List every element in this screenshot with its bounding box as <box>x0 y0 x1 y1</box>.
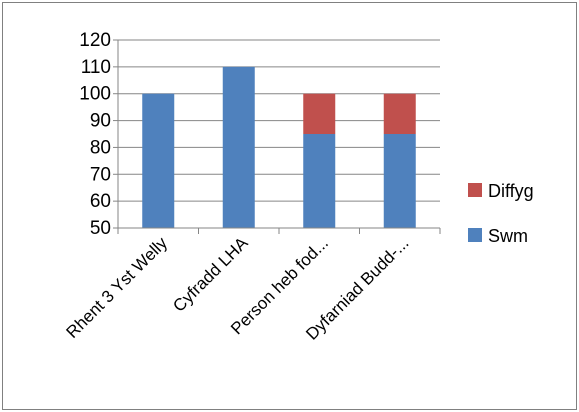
y-tick-label: 80 <box>90 137 111 158</box>
y-tick-label: 100 <box>79 84 111 105</box>
y-tick-label: 110 <box>81 57 111 78</box>
y-tick-label: 50 <box>90 218 111 239</box>
legend-label-diffyg: Diffyg <box>488 181 534 201</box>
bar-diffyg <box>303 93 336 134</box>
bar-diffyg <box>383 93 416 134</box>
y-tick-label: 90 <box>90 111 111 132</box>
bar-swm <box>303 134 336 228</box>
y-axis: 50 60 70 80 90 100 110 120 <box>79 30 119 239</box>
bars <box>142 66 416 228</box>
legend-swatch-swm <box>468 228 482 242</box>
bar-swm <box>142 93 175 228</box>
y-tick-label: 70 <box>90 164 111 185</box>
legend: Diffyg Swm <box>468 181 534 246</box>
bar-swm <box>383 134 416 228</box>
legend-swatch-diffyg <box>468 183 482 197</box>
y-tick-label: 120 <box>79 30 111 51</box>
bar-swm <box>222 66 255 228</box>
y-tick-label: 60 <box>90 191 111 212</box>
legend-label-swm: Swm <box>488 226 528 246</box>
